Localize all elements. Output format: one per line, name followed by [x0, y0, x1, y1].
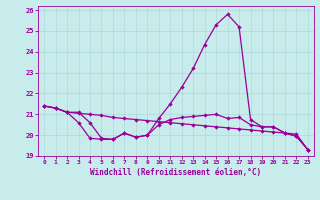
X-axis label: Windchill (Refroidissement éolien,°C): Windchill (Refroidissement éolien,°C): [91, 168, 261, 177]
